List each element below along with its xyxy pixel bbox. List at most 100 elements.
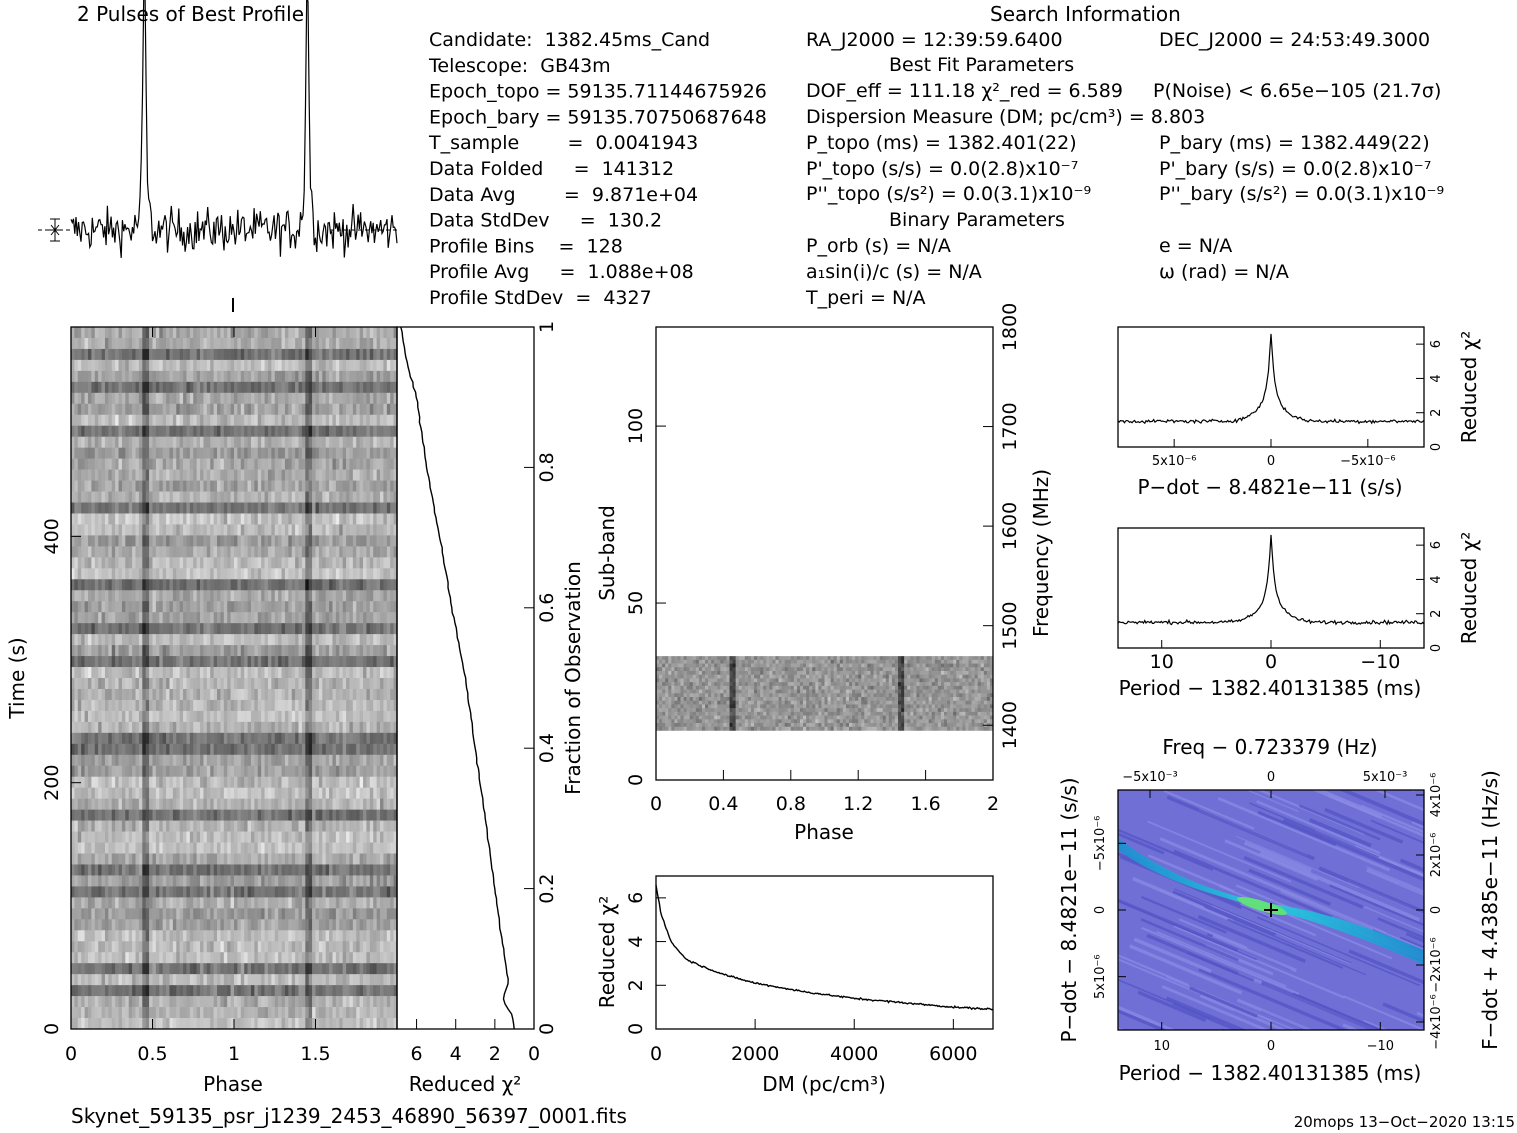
tp-cell <box>352 710 357 723</box>
tp-cell <box>363 809 367 821</box>
tp-cell <box>223 513 228 525</box>
tp-cell <box>223 557 228 569</box>
tp-cell <box>322 656 326 668</box>
tp-cell <box>118 710 123 723</box>
tp-cell <box>342 524 347 536</box>
tp-cell <box>142 886 147 898</box>
tp-cell <box>176 458 180 470</box>
tp-cell <box>203 864 208 876</box>
tp-cell <box>281 535 286 547</box>
tp-cell <box>149 875 153 887</box>
tp-cell <box>81 546 85 558</box>
tp-cell <box>101 688 106 701</box>
tp-cell <box>274 776 279 788</box>
tp-cell <box>247 656 252 668</box>
tp-cell <box>142 612 147 624</box>
tp-cell <box>152 776 157 788</box>
tp-cell <box>271 875 276 887</box>
tp-cell <box>152 645 157 657</box>
tp-cell <box>329 337 333 350</box>
tp-cell <box>339 612 343 624</box>
tp-cell <box>288 502 293 514</box>
tp-cell <box>298 327 303 339</box>
tp-cell <box>267 491 272 503</box>
tp-cell <box>335 590 340 602</box>
tp-cell <box>206 579 211 591</box>
tp-cell <box>298 787 303 799</box>
tp-cell <box>247 798 252 810</box>
tp-cell <box>250 370 255 383</box>
tp-cell <box>281 480 286 492</box>
tp-cell <box>104 656 109 668</box>
tp-cell <box>339 765 343 778</box>
tp-cell <box>301 721 306 734</box>
tp-cell <box>223 502 228 514</box>
tp-cell <box>359 568 364 580</box>
tp-cell <box>189 359 194 372</box>
tp-cell <box>380 612 384 624</box>
tp-cell <box>301 678 306 690</box>
tp-cell <box>234 535 238 547</box>
tp-cell <box>352 754 357 767</box>
tp-cell <box>254 458 259 470</box>
tp-cell <box>315 667 320 679</box>
tp-cell <box>169 798 174 810</box>
tp-cell <box>267 743 272 756</box>
tp-cell <box>155 798 160 810</box>
tp-cell <box>240 688 245 701</box>
tp-cell <box>383 403 388 416</box>
tp-cell <box>257 469 262 481</box>
tp-cell <box>84 699 89 712</box>
tp-cell <box>87 776 92 788</box>
tp-cell <box>308 743 313 756</box>
tp-cell <box>210 414 214 427</box>
tp-cell <box>298 425 303 437</box>
tp-cell <box>71 447 75 459</box>
tp-cell <box>376 798 381 810</box>
tp-cell <box>373 710 377 723</box>
tp-cell <box>356 809 360 821</box>
tp-cell <box>325 392 330 405</box>
tp-cell <box>383 425 388 437</box>
tp-cell <box>261 787 265 799</box>
tp-cell <box>393 447 398 459</box>
tp-cell <box>352 776 357 788</box>
tp-cell <box>223 348 228 361</box>
tp-cell <box>339 798 343 810</box>
tp-cell <box>98 458 102 470</box>
tp-cell <box>210 787 214 799</box>
tp-cell <box>393 842 398 854</box>
tp-cell <box>315 524 320 536</box>
tp-cell <box>244 765 248 778</box>
tp-cell <box>162 403 167 416</box>
tp-cell <box>376 776 381 788</box>
tp-cell <box>271 678 276 690</box>
tp-cell <box>356 348 360 361</box>
tp-cell <box>87 458 92 470</box>
tp-cell <box>81 403 85 416</box>
tp-cell <box>115 381 119 394</box>
tp-cell <box>329 787 333 799</box>
tp-cell <box>346 414 350 427</box>
tp-cell <box>186 612 191 624</box>
tp-cell <box>274 754 279 767</box>
tp-cell <box>200 557 204 569</box>
tp-cell <box>366 601 371 613</box>
tp-cell <box>254 590 259 602</box>
tp-cell <box>288 864 293 876</box>
tp-cell <box>104 886 109 898</box>
tp-cell <box>335 710 340 723</box>
tp-cell <box>322 447 326 459</box>
tp-cell <box>342 436 347 448</box>
tp-cell <box>196 447 201 459</box>
best-fit-title: Best Fit Parameters <box>889 54 1074 76</box>
tp-cell <box>278 667 282 679</box>
tp-cell <box>98 392 102 405</box>
tp-cell <box>318 820 323 832</box>
info-right-line: P(Noise) < 6.65e−105 (21.7σ) <box>1153 80 1441 102</box>
tp-cell <box>291 590 296 602</box>
tp-cell <box>278 645 282 657</box>
tp-cell <box>373 721 377 734</box>
tp-cell <box>193 743 197 756</box>
tp-cell <box>240 656 245 668</box>
